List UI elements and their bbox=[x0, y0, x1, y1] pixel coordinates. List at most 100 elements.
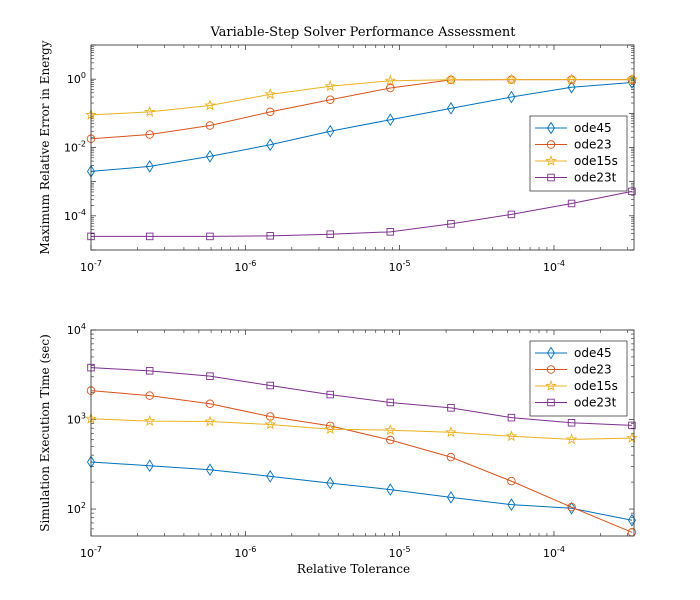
data-point-ode23t bbox=[326, 390, 334, 399]
x-axis-label: Relative Tolerance bbox=[297, 562, 410, 576]
axes-box bbox=[90, 44, 635, 251]
data-point-ode45 bbox=[386, 483, 395, 496]
data-point-ode23t bbox=[326, 230, 334, 238]
x-tick-label: 10-4 bbox=[543, 259, 565, 274]
data-point-ode15s bbox=[204, 99, 216, 111]
data-point-ode15s bbox=[324, 80, 337, 92]
data-point-ode23t bbox=[206, 232, 214, 241]
y-tick-label: 10-2 bbox=[64, 140, 86, 155]
x-tick-label: 10-4 bbox=[543, 545, 565, 560]
data-point-ode15s bbox=[384, 74, 397, 86]
series-line-ode45 bbox=[90, 81, 632, 172]
series-ode23t bbox=[87, 363, 636, 430]
series-ode45 bbox=[86, 455, 636, 527]
series-ode23t bbox=[87, 187, 636, 241]
series-line-ode23t bbox=[91, 190, 633, 237]
data-point-ode45 bbox=[446, 491, 455, 504]
data-point-ode23t bbox=[206, 372, 214, 380]
data-point-ode45 bbox=[326, 124, 335, 138]
series-line-ode15s bbox=[90, 79, 632, 116]
x-tick-label: 10-7 bbox=[80, 545, 102, 560]
data-point-ode23t bbox=[567, 419, 576, 427]
legend-marker-ode23 bbox=[546, 140, 556, 149]
legend-marker-ode23t bbox=[547, 173, 555, 182]
legend-label-ode23t: ode23t bbox=[574, 171, 617, 185]
data-point-ode45 bbox=[446, 102, 455, 115]
data-point-ode45 bbox=[507, 498, 516, 511]
minor-ticks bbox=[91, 330, 634, 536]
legend: ode45 ode23 ode15s ode23t bbox=[529, 115, 628, 192]
data-point-ode23t bbox=[628, 187, 636, 196]
data-point-ode45 bbox=[386, 113, 395, 127]
data-point-ode23t bbox=[567, 199, 576, 208]
data-point-ode45 bbox=[567, 80, 576, 94]
panel-2: 10-7 10-6 10-5 10-4 102 103 104 Simulation Exec… bbox=[38, 322, 638, 576]
legend-marker-ode15s bbox=[545, 379, 557, 391]
legend-marker-ode45 bbox=[546, 346, 556, 360]
legend-marker-ode23 bbox=[546, 365, 556, 374]
data-point-ode15s bbox=[204, 415, 216, 427]
data-point-ode23t bbox=[266, 232, 274, 240]
y-axis-label: Simulation Execution Time (sec) bbox=[38, 334, 52, 532]
y-tick-label: 10-4 bbox=[64, 208, 86, 223]
data-point-ode45 bbox=[145, 160, 154, 173]
data-point-ode23t bbox=[386, 398, 395, 407]
series-line-ode23 bbox=[90, 390, 633, 533]
panel-1: 10-7 10-6 10-5 10-4 10-4 10-2 100 Maximum Relat… bbox=[38, 40, 638, 274]
data-point-ode15s bbox=[264, 88, 277, 100]
data-point-ode15s bbox=[445, 73, 457, 85]
data-point-ode23t bbox=[145, 367, 154, 375]
chart-title: Variable-Step Solver Performance Assessm… bbox=[209, 25, 516, 40]
data-point-ode15s bbox=[384, 424, 397, 436]
series-line-ode15s bbox=[90, 418, 632, 440]
series-line-ode45 bbox=[90, 461, 633, 521]
legend-label-ode15s: ode15s bbox=[574, 379, 618, 393]
data-point-ode15s bbox=[264, 418, 277, 430]
series-ode15s bbox=[85, 73, 638, 120]
x-tick-label: 10-5 bbox=[389, 545, 411, 560]
data-point-ode45 bbox=[326, 476, 335, 490]
y-tick-label: 100 bbox=[67, 71, 86, 86]
data-point-ode15s bbox=[565, 73, 578, 85]
data-point-ode23 bbox=[507, 476, 516, 486]
data-point-ode23 bbox=[205, 399, 215, 409]
legend-marker-ode45 bbox=[546, 121, 556, 135]
y-tick-label: 104 bbox=[67, 322, 86, 337]
data-point-ode45 bbox=[205, 463, 214, 477]
legend-label-ode23: ode23 bbox=[574, 363, 612, 377]
data-point-ode23t bbox=[145, 232, 154, 241]
x-tick-label: 10-6 bbox=[234, 259, 256, 274]
data-point-ode15s bbox=[445, 426, 457, 438]
series-ode45 bbox=[86, 76, 636, 178]
data-point-ode23t bbox=[386, 228, 395, 236]
x-tick-label: 10-7 bbox=[80, 259, 102, 274]
legend-label-ode15s: ode15s bbox=[574, 154, 618, 168]
legend-marker-ode23t bbox=[547, 398, 555, 407]
y-tick-label: 102 bbox=[67, 501, 86, 516]
data-point-ode45 bbox=[266, 469, 275, 483]
legend-label-ode45: ode45 bbox=[574, 121, 612, 135]
data-point-ode23 bbox=[265, 107, 275, 117]
data-point-ode23 bbox=[325, 95, 335, 104]
data-point-ode23t bbox=[266, 381, 274, 390]
legend-marker-ode15s bbox=[545, 154, 557, 166]
data-point-ode15s bbox=[505, 73, 518, 85]
data-point-ode23 bbox=[386, 83, 395, 93]
data-point-ode45 bbox=[266, 138, 275, 152]
data-point-ode23 bbox=[145, 130, 154, 139]
legend-label-ode45: ode45 bbox=[574, 346, 612, 360]
x-tick-label: 10-6 bbox=[234, 545, 256, 560]
data-point-ode15s bbox=[143, 105, 156, 117]
data-point-ode23 bbox=[386, 435, 395, 445]
data-point-ode23t bbox=[447, 404, 455, 412]
data-point-ode15s bbox=[565, 433, 578, 445]
data-point-ode15s bbox=[626, 432, 638, 444]
data-point-ode23 bbox=[446, 452, 456, 462]
x-tick-label: 10-5 bbox=[389, 259, 411, 274]
data-point-ode23t bbox=[507, 210, 516, 219]
data-point-ode15s bbox=[324, 423, 337, 435]
legend: ode45 ode23 ode15s ode23t bbox=[529, 340, 628, 417]
series-ode15s bbox=[85, 412, 638, 445]
data-point-ode15s bbox=[505, 430, 518, 442]
